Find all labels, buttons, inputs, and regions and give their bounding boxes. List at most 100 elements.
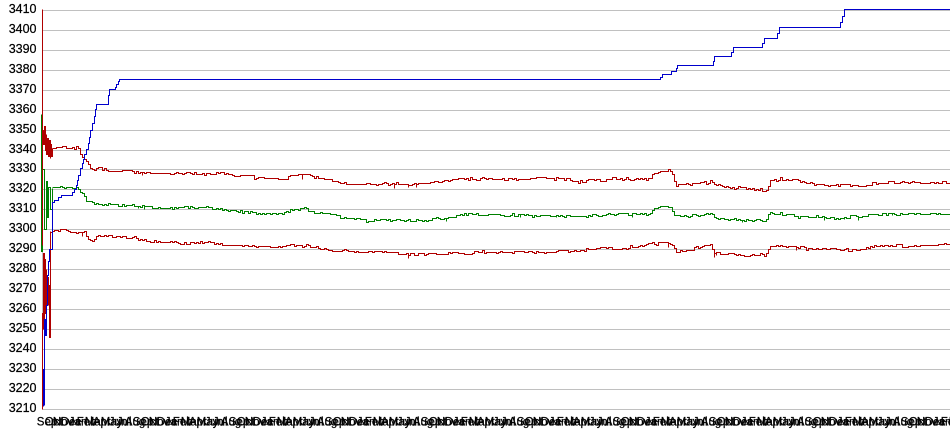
svg-text:Aug: Aug — [221, 417, 241, 429]
svg-text:Sep: Sep — [805, 417, 825, 429]
svg-text:Mar: Mar — [661, 417, 681, 429]
svg-text:Sep: Sep — [709, 417, 729, 429]
svg-text:3320: 3320 — [9, 181, 37, 195]
svg-text:3290: 3290 — [9, 241, 37, 255]
svg-text:Jul: Jul — [405, 417, 420, 429]
svg-text:Apr: Apr — [669, 417, 687, 429]
svg-text:Nov: Nov — [53, 417, 74, 429]
svg-text:Mar: Mar — [853, 417, 873, 429]
svg-text:3360: 3360 — [9, 102, 37, 116]
svg-text:Dec: Dec — [445, 417, 466, 429]
svg-text:3340: 3340 — [9, 142, 37, 156]
svg-text:Aug: Aug — [893, 417, 913, 429]
svg-text:Sep: Sep — [133, 417, 153, 429]
svg-text:Oct: Oct — [909, 417, 928, 429]
svg-text:Mar: Mar — [757, 417, 777, 429]
svg-text:Oct: Oct — [717, 417, 736, 429]
svg-text:Jul: Jul — [213, 417, 228, 429]
svg-text:3230: 3230 — [9, 361, 37, 375]
svg-text:Nov: Nov — [437, 417, 458, 429]
svg-text:Oct: Oct — [333, 417, 352, 429]
svg-text:Oct: Oct — [621, 417, 640, 429]
svg-text:Feb: Feb — [365, 417, 385, 429]
svg-text:May: May — [101, 417, 123, 429]
svg-text:Nov: Nov — [629, 417, 650, 429]
svg-text:May: May — [293, 417, 315, 429]
svg-text:Dec: Dec — [253, 417, 274, 429]
svg-text:Aug: Aug — [509, 417, 529, 429]
svg-text:Apr: Apr — [765, 417, 783, 429]
svg-text:3240: 3240 — [9, 341, 37, 355]
svg-text:Jul: Jul — [885, 417, 900, 429]
svg-text:Feb: Feb — [269, 417, 289, 429]
svg-text:Dec: Dec — [733, 417, 754, 429]
svg-text:Sep: Sep — [517, 417, 537, 429]
svg-text:Dec: Dec — [157, 417, 178, 429]
svg-text:3280: 3280 — [9, 261, 37, 275]
svg-text:3330: 3330 — [9, 161, 37, 175]
svg-text:Oct: Oct — [813, 417, 832, 429]
svg-text:3310: 3310 — [9, 201, 37, 215]
svg-text:May: May — [197, 417, 219, 429]
svg-text:Mar: Mar — [949, 417, 950, 429]
svg-text:Aug: Aug — [413, 417, 433, 429]
svg-text:3380: 3380 — [9, 62, 37, 76]
svg-text:Jan: Jan — [69, 417, 88, 429]
svg-text:Jan: Jan — [549, 417, 568, 429]
svg-text:3300: 3300 — [9, 221, 37, 235]
svg-text:Aug: Aug — [317, 417, 337, 429]
svg-text:Jan: Jan — [645, 417, 664, 429]
svg-text:Jun: Jun — [397, 417, 416, 429]
svg-text:Jan: Jan — [453, 417, 472, 429]
svg-text:Mar: Mar — [277, 417, 297, 429]
svg-text:3260: 3260 — [9, 301, 37, 315]
svg-text:Nov: Nov — [821, 417, 842, 429]
svg-text:Oct: Oct — [237, 417, 256, 429]
svg-text:Sep: Sep — [421, 417, 441, 429]
svg-text:Sep: Sep — [613, 417, 633, 429]
svg-text:May: May — [389, 417, 411, 429]
svg-text:Sep: Sep — [37, 417, 57, 429]
svg-text:3350: 3350 — [9, 122, 37, 136]
svg-text:Nov: Nov — [149, 417, 170, 429]
svg-text:Oct: Oct — [141, 417, 160, 429]
svg-text:May: May — [773, 417, 795, 429]
svg-text:Jan: Jan — [357, 417, 376, 429]
svg-text:Aug: Aug — [701, 417, 721, 429]
svg-text:Feb: Feb — [461, 417, 481, 429]
svg-text:Feb: Feb — [941, 417, 950, 429]
svg-text:Dec: Dec — [349, 417, 370, 429]
svg-text:3270: 3270 — [9, 281, 37, 295]
svg-text:Jul: Jul — [597, 417, 612, 429]
svg-text:May: May — [581, 417, 603, 429]
svg-text:May: May — [677, 417, 699, 429]
svg-text:Jan: Jan — [165, 417, 184, 429]
svg-text:Jun: Jun — [109, 417, 128, 429]
svg-text:Aug: Aug — [125, 417, 145, 429]
svg-text:Sep: Sep — [325, 417, 345, 429]
svg-text:Feb: Feb — [749, 417, 769, 429]
svg-text:Apr: Apr — [285, 417, 303, 429]
svg-text:Feb: Feb — [77, 417, 97, 429]
svg-text:3210: 3210 — [9, 401, 37, 415]
svg-text:Jun: Jun — [493, 417, 512, 429]
svg-text:Feb: Feb — [845, 417, 865, 429]
svg-text:3410: 3410 — [9, 2, 37, 16]
svg-text:Nov: Nov — [245, 417, 266, 429]
svg-text:Jun: Jun — [781, 417, 800, 429]
svg-text:Dec: Dec — [541, 417, 562, 429]
svg-text:Jun: Jun — [205, 417, 224, 429]
svg-text:May: May — [869, 417, 891, 429]
svg-text:Nov: Nov — [725, 417, 746, 429]
svg-text:Oct: Oct — [45, 417, 64, 429]
svg-text:Dec: Dec — [925, 417, 946, 429]
svg-text:Nov: Nov — [917, 417, 938, 429]
svg-text:Mar: Mar — [565, 417, 585, 429]
svg-text:Nov: Nov — [341, 417, 362, 429]
svg-text:Jun: Jun — [877, 417, 896, 429]
svg-text:Dec: Dec — [637, 417, 658, 429]
svg-text:Jan: Jan — [837, 417, 856, 429]
svg-text:3390: 3390 — [9, 42, 37, 56]
svg-text:May: May — [485, 417, 507, 429]
svg-text:Jul: Jul — [117, 417, 132, 429]
